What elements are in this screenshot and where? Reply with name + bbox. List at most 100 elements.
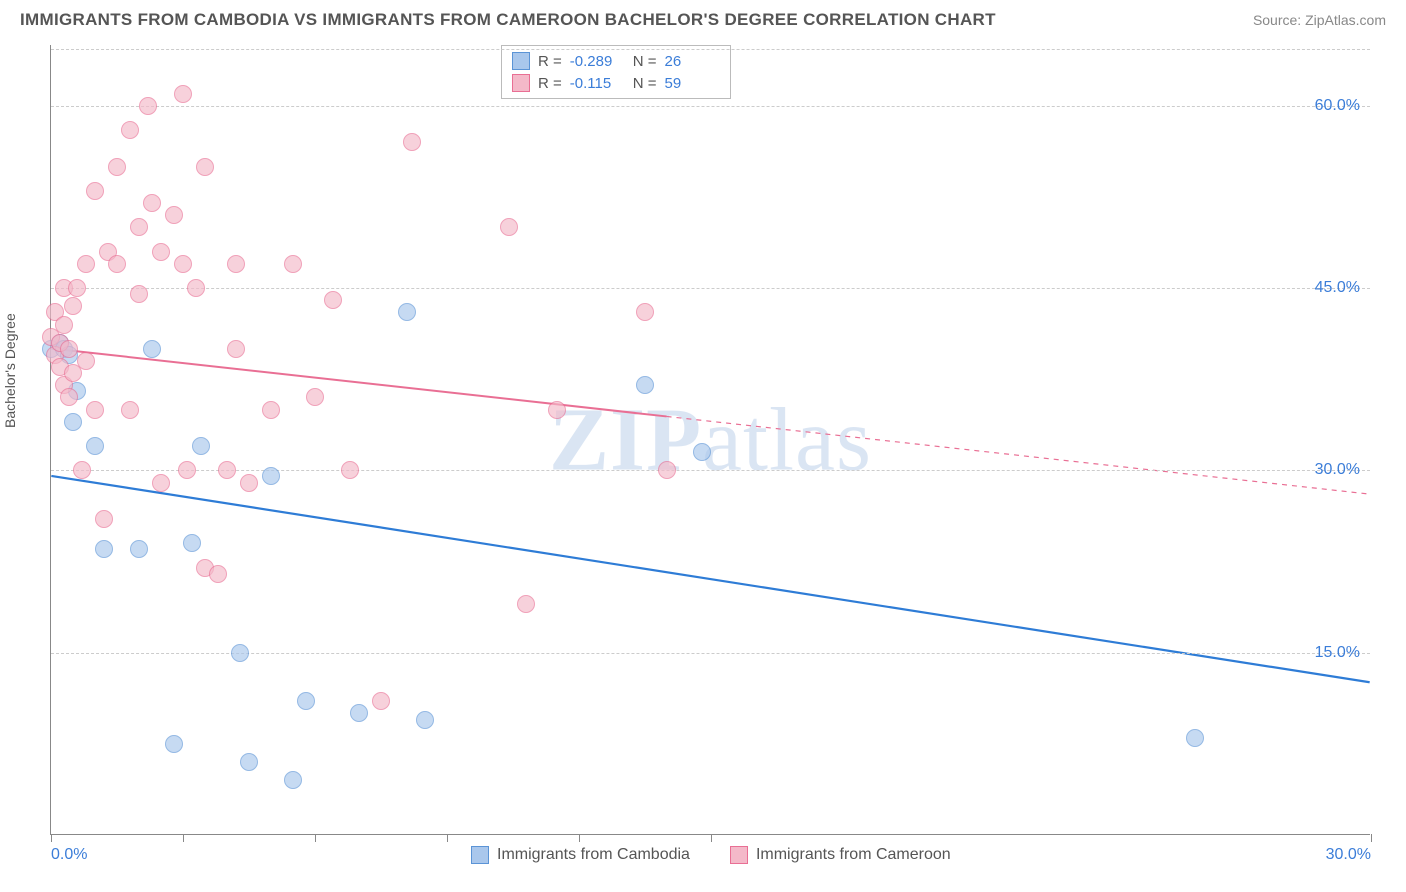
- legend-N-value-0: 26: [665, 53, 720, 70]
- legend-stats-row-0: R = -0.289 N = 26: [512, 50, 720, 72]
- data-point-series-1: [143, 194, 161, 212]
- data-point-series-0: [165, 735, 183, 753]
- data-point-series-1: [152, 474, 170, 492]
- legend-swatch-cambodia-bottom: [471, 846, 489, 864]
- data-point-series-1: [130, 218, 148, 236]
- data-point-series-1: [403, 133, 421, 151]
- legend-item-cambodia: Immigrants from Cambodia: [471, 846, 690, 864]
- data-point-series-1: [209, 565, 227, 583]
- data-point-series-1: [284, 255, 302, 273]
- data-point-series-1: [55, 316, 73, 334]
- data-point-series-0: [398, 303, 416, 321]
- data-point-series-1: [227, 255, 245, 273]
- xtick: [315, 834, 316, 842]
- data-point-series-0: [183, 534, 201, 552]
- ytick-label: 60.0%: [1315, 97, 1360, 115]
- legend-R-value-1: -0.115: [570, 75, 625, 92]
- xtick: [711, 834, 712, 842]
- data-point-series-0: [95, 540, 113, 558]
- data-point-series-1: [165, 206, 183, 224]
- data-point-series-0: [297, 692, 315, 710]
- data-point-series-1: [86, 182, 104, 200]
- xtick: [447, 834, 448, 842]
- xtick: [579, 834, 580, 842]
- xtick: [1371, 834, 1372, 842]
- chart-source: Source: ZipAtlas.com: [1253, 12, 1386, 28]
- data-point-series-1: [341, 461, 359, 479]
- data-point-series-1: [108, 158, 126, 176]
- legend-R-label: R =: [538, 75, 562, 92]
- data-point-series-0: [86, 437, 104, 455]
- data-point-series-1: [187, 279, 205, 297]
- data-point-series-1: [139, 97, 157, 115]
- legend-R-label: R =: [538, 53, 562, 70]
- xtick: [183, 834, 184, 842]
- data-point-series-1: [95, 510, 113, 528]
- legend-label-cameroon: Immigrants from Cameroon: [756, 846, 951, 864]
- data-point-series-1: [636, 303, 654, 321]
- data-point-series-0: [143, 340, 161, 358]
- data-point-series-0: [240, 753, 258, 771]
- gridline-h: [51, 470, 1370, 471]
- plot-area: ZIPatlas R = -0.289 N = 26 R = -0.115 N …: [50, 45, 1370, 835]
- data-point-series-0: [636, 376, 654, 394]
- data-point-series-1: [517, 595, 535, 613]
- legend-item-cameroon: Immigrants from Cameroon: [730, 846, 951, 864]
- data-point-series-1: [130, 285, 148, 303]
- data-point-series-1: [86, 401, 104, 419]
- ytick-label: 30.0%: [1315, 461, 1360, 479]
- data-point-series-1: [77, 352, 95, 370]
- data-point-series-1: [178, 461, 196, 479]
- legend-swatch-cameroon: [512, 74, 530, 92]
- data-point-series-1: [152, 243, 170, 261]
- legend-N-label: N =: [633, 53, 657, 70]
- data-point-series-1: [121, 121, 139, 139]
- data-point-series-1: [306, 388, 324, 406]
- legend-label-cambodia: Immigrants from Cambodia: [497, 846, 690, 864]
- data-point-series-1: [60, 388, 78, 406]
- legend-R-value-0: -0.289: [570, 53, 625, 70]
- data-point-series-0: [284, 771, 302, 789]
- data-point-series-1: [121, 401, 139, 419]
- legend-stats-row-1: R = -0.115 N = 59: [512, 72, 720, 94]
- data-point-series-1: [658, 461, 676, 479]
- data-point-series-1: [73, 461, 91, 479]
- data-point-series-1: [218, 461, 236, 479]
- data-point-series-1: [372, 692, 390, 710]
- ytick-label: 45.0%: [1315, 279, 1360, 297]
- data-point-series-1: [174, 255, 192, 273]
- gridline-h: [51, 288, 1370, 289]
- trend-lines: [51, 45, 1370, 834]
- data-point-series-1: [262, 401, 280, 419]
- data-point-series-0: [130, 540, 148, 558]
- data-point-series-1: [60, 340, 78, 358]
- data-point-series-1: [108, 255, 126, 273]
- data-point-series-0: [262, 467, 280, 485]
- xtick: [51, 834, 52, 842]
- legend-series: Immigrants from Cambodia Immigrants from…: [471, 846, 951, 864]
- legend-N-label: N =: [633, 75, 657, 92]
- data-point-series-0: [231, 644, 249, 662]
- data-point-series-1: [548, 401, 566, 419]
- ytick-label: 15.0%: [1315, 644, 1360, 662]
- data-point-series-1: [64, 297, 82, 315]
- gridline-h: [51, 106, 1370, 107]
- watermark: ZIPatlas: [549, 388, 872, 491]
- chart-header: IMMIGRANTS FROM CAMBODIA VS IMMIGRANTS F…: [0, 0, 1406, 35]
- chart-title: IMMIGRANTS FROM CAMBODIA VS IMMIGRANTS F…: [20, 10, 996, 30]
- xtick-label: 30.0%: [1326, 846, 1371, 864]
- data-point-series-0: [693, 443, 711, 461]
- legend-stats: R = -0.289 N = 26 R = -0.115 N = 59: [501, 45, 731, 99]
- gridline-h: [51, 49, 1370, 50]
- data-point-series-1: [196, 158, 214, 176]
- legend-N-value-1: 59: [665, 75, 720, 92]
- legend-swatch-cambodia: [512, 52, 530, 70]
- data-point-series-0: [350, 704, 368, 722]
- data-point-series-1: [227, 340, 245, 358]
- data-point-series-0: [416, 711, 434, 729]
- legend-swatch-cameroon-bottom: [730, 846, 748, 864]
- data-point-series-0: [1186, 729, 1204, 747]
- data-point-series-0: [64, 413, 82, 431]
- data-point-series-1: [68, 279, 86, 297]
- data-point-series-1: [324, 291, 342, 309]
